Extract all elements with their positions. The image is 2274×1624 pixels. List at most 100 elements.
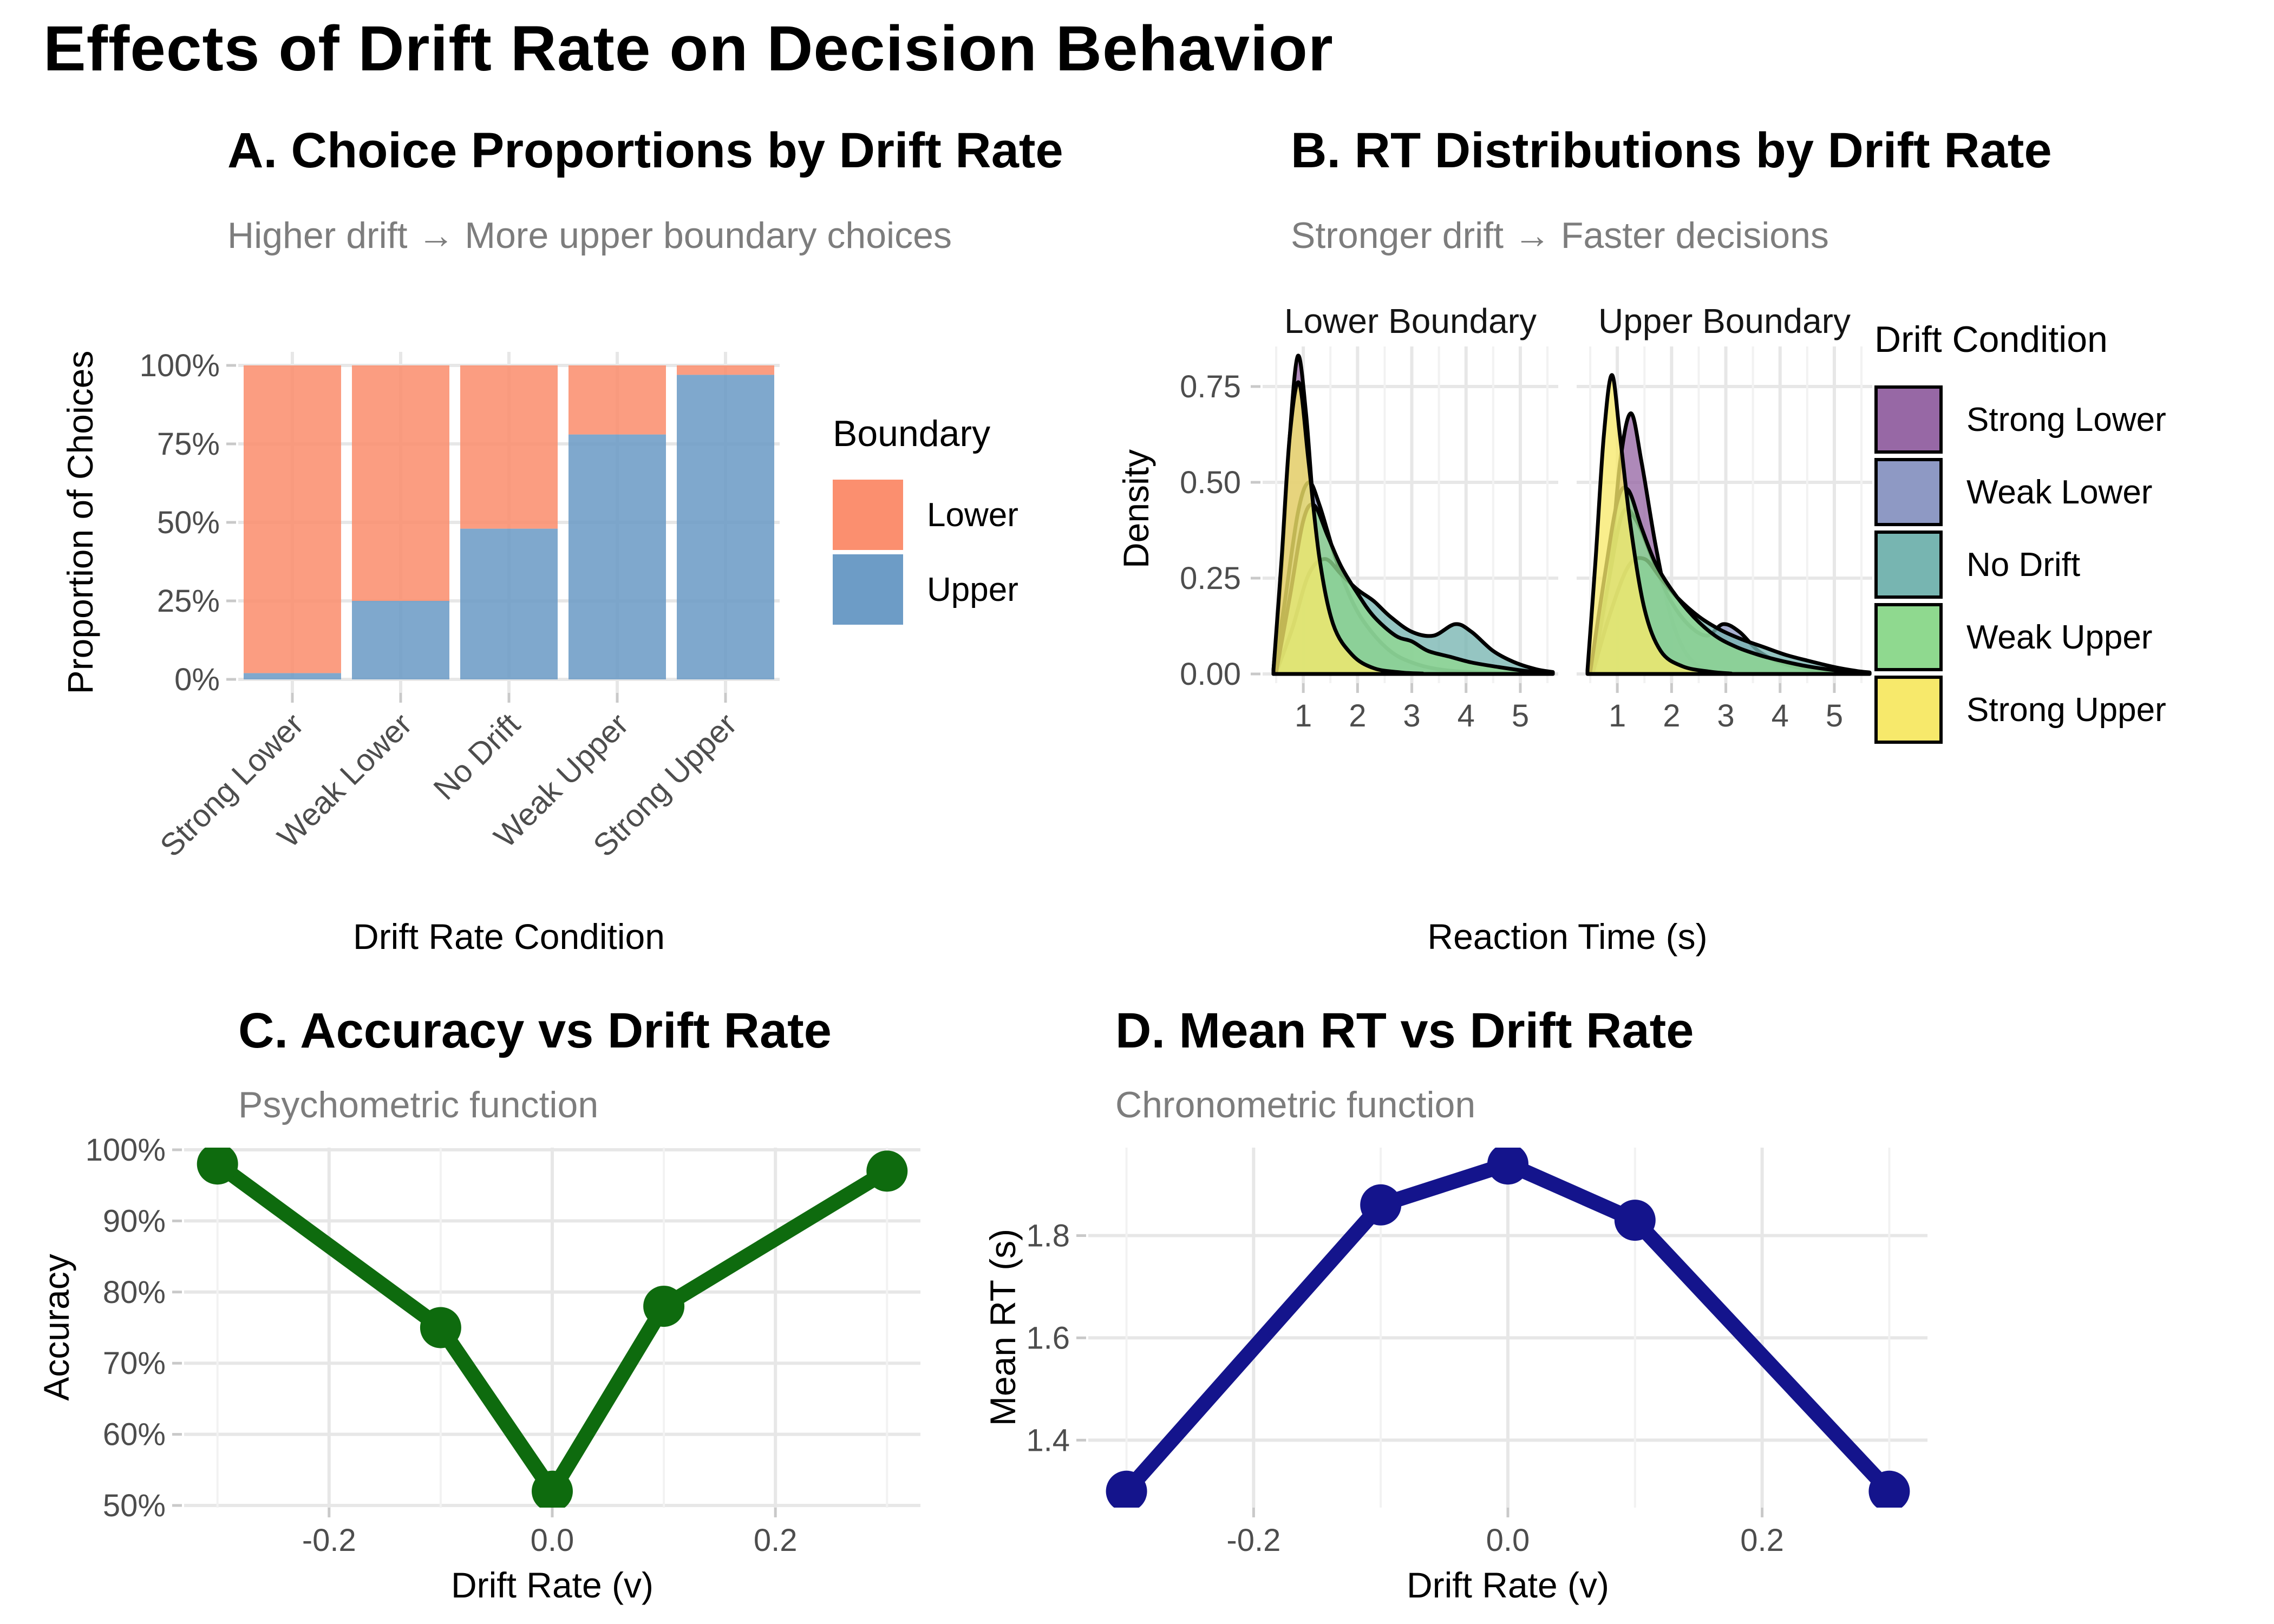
panel-c-y-tick-label: 50% <box>103 1488 166 1523</box>
panel-c-y-tick-label: 60% <box>103 1417 166 1452</box>
panel-d-point-1 <box>1360 1184 1402 1226</box>
legend-label: No Drift <box>1966 546 2081 584</box>
panel-d-y-tick-label: 1.4 <box>1026 1423 1070 1458</box>
panel-a-title: A. Choice Proportions by Drift Rate <box>227 123 1063 178</box>
panel-b-title: B. RT Distributions by Drift Rate <box>1291 123 2052 178</box>
legend-swatch-lower <box>833 480 903 550</box>
density-upper-boundary-strong-upper <box>1585 373 1734 676</box>
panel-c-title: C. Accuracy vs Drift Rate <box>238 1003 832 1058</box>
series <box>197 1148 908 1508</box>
gridlines <box>184 1148 920 1508</box>
panel-b-facet-lower-boundary: 1 2 3 4 5 <box>1263 346 1558 734</box>
panel-d-chart: 1.4 1.6 1.8 -0.2 0.0 0.2 <box>1026 1148 1927 1558</box>
boundary-legend-item-upper: Upper <box>833 554 1018 625</box>
panel-b-x-tick-label: 5 <box>1512 698 1529 734</box>
axis: 1 2 3 4 5 <box>1295 683 1529 734</box>
panel-a-y-tick-label: 50% <box>157 505 220 540</box>
panel-b-x-tick-label: 2 <box>1663 698 1680 734</box>
panel-a-subtitle: Higher drift → More upper boundary choic… <box>227 215 952 256</box>
panel-d-title: D. Mean RT vs Drift Rate <box>1115 1003 1694 1058</box>
bar-lower-weak-lower <box>352 365 449 601</box>
series <box>1106 1148 1910 1508</box>
bar-upper-weak-upper <box>568 434 666 679</box>
panel-a-x-tick-label: No Drift <box>427 706 527 807</box>
bar-upper-weak-lower <box>352 601 449 679</box>
drift-legend-item-weak-upper: Weak Upper <box>1874 603 2166 671</box>
panel-a-bars <box>244 365 774 679</box>
drift-legend-item-strong-upper: Strong Upper <box>1874 676 2166 744</box>
panel-b-x-tick-label: 4 <box>1772 698 1789 734</box>
panel-a-y-tick-label: 75% <box>157 427 220 462</box>
panel-d-point-0 <box>1106 1470 1147 1508</box>
legend-swatch-strong-upper <box>1874 676 1943 744</box>
bar-upper-strong-upper <box>677 375 774 679</box>
panel-d-x-tick-label: 0.2 <box>1740 1523 1784 1558</box>
drift-legend-item-strong-lower: Strong Lower <box>1874 385 2166 454</box>
panel-b-x-axis-title: Reaction Time (s) <box>1427 916 1708 957</box>
panel-b-y-tick-label: 0.25 <box>1180 561 1241 596</box>
panel-a-y-tick-label: 25% <box>157 584 220 619</box>
panel-d-point-4 <box>1868 1470 1910 1508</box>
legend-swatch-no-drift <box>1874 531 1943 599</box>
panel-c-chart: 50% 60% 70% 80% 90% 100% -0.2 0.0 0.2 <box>86 1132 920 1558</box>
density-curves <box>1271 353 1555 676</box>
panel-c-y-axis-title: Accuracy <box>36 1254 76 1401</box>
bar-lower-no-drift <box>460 365 558 529</box>
panel-b-chart: 1 2 3 4 5 1 2 3 4 5 0.00 0.25 0.50 0.75 <box>1180 346 1872 734</box>
bar-upper-no-drift <box>460 528 558 679</box>
panel-b-x-tick-label: 1 <box>1295 698 1312 734</box>
panel-a-x-axis-title: Drift Rate Condition <box>353 916 665 957</box>
panel-b-x-tick-label: 5 <box>1826 698 1843 734</box>
panel-b-x-tick-label: 1 <box>1609 698 1626 734</box>
panel-c-x-tick-label: -0.2 <box>302 1523 356 1558</box>
panel-d-y-tick-label: 1.6 <box>1026 1320 1070 1355</box>
density-lower-boundary-strong-upper <box>1271 380 1425 676</box>
bar-lower-strong-lower <box>244 365 341 673</box>
legend-label: Upper <box>927 571 1018 608</box>
panel-c-x-tick-label: 0.0 <box>531 1523 574 1558</box>
axis: 1 2 3 4 5 <box>1609 683 1843 734</box>
legend-swatch-strong-lower <box>1874 385 1943 454</box>
legend-label: Strong Lower <box>1966 401 2166 438</box>
panel-a-y-axis-title: Proportion of Choices <box>60 350 100 695</box>
drift-legend-item-weak-lower: Weak Lower <box>1874 458 2166 526</box>
drift-condition-legend: Drift Condition Strong Lower Weak Lower No… <box>1874 318 2166 748</box>
legend-label: Lower <box>927 496 1018 534</box>
panel-d-y-axis-title: Mean RT (s) <box>983 1228 1023 1426</box>
panel-b-y-tick-label: 0.50 <box>1180 465 1241 500</box>
panel-b-x-tick-label: 3 <box>1717 698 1734 734</box>
panel-c-subtitle: Psychometric function <box>238 1084 599 1125</box>
figure-title: Effects of Drift Rate on Decision Behavi… <box>43 13 1334 84</box>
panel-c-y-tick-label: 70% <box>103 1346 166 1381</box>
panel-c-x-axis-title: Drift Rate (v) <box>450 1565 654 1605</box>
panel-c-point-1 <box>420 1307 461 1348</box>
legend-swatch-upper <box>833 554 903 625</box>
boundary-legend: Boundary Lower Upper <box>833 412 1018 629</box>
panel-d-point-3 <box>1614 1200 1656 1241</box>
panel-b-y-tick-label: 0.75 <box>1180 369 1241 404</box>
panel-c-point-3 <box>643 1286 685 1327</box>
panel-c-x-tick-label: 0.2 <box>754 1523 798 1558</box>
bar-lower-weak-upper <box>568 365 666 435</box>
drift-legend-item-no-drift: No Drift <box>1874 531 2166 599</box>
panel-a-y-tick-label: 100% <box>140 348 220 383</box>
panel-d-x-tick-label: -0.2 <box>1226 1523 1280 1558</box>
panel-b-x-tick-label: 4 <box>1458 698 1475 734</box>
panel-b-subtitle: Stronger drift → Faster decisions <box>1291 215 1829 256</box>
facet-label-lower-boundary: Lower Boundary <box>1284 302 1537 340</box>
boundary-legend-item-lower: Lower <box>833 480 1018 550</box>
panel-b-y-axis: 0.00 0.25 0.50 0.75 <box>1180 369 1260 692</box>
panel-b-y-axis-title: Density <box>1116 449 1156 569</box>
panel-c-point-2 <box>532 1470 573 1508</box>
drift-condition-legend-title: Drift Condition <box>1874 319 2108 360</box>
legend-swatch-weak-lower <box>1874 458 1943 526</box>
axis: 50% 60% 70% 80% 90% 100% -0.2 0.0 0.2 <box>86 1132 798 1558</box>
panel-c-point-0 <box>197 1148 238 1185</box>
panel-c-point-4 <box>866 1150 908 1192</box>
axis: 1.4 1.6 1.8 -0.2 0.0 0.2 <box>1026 1218 1784 1558</box>
panel-c-y-tick-label: 80% <box>103 1275 166 1310</box>
bar-lower-strong-upper <box>677 365 774 375</box>
density-curves <box>1585 373 1872 676</box>
panel-c-y-tick-label: 100% <box>86 1132 166 1168</box>
